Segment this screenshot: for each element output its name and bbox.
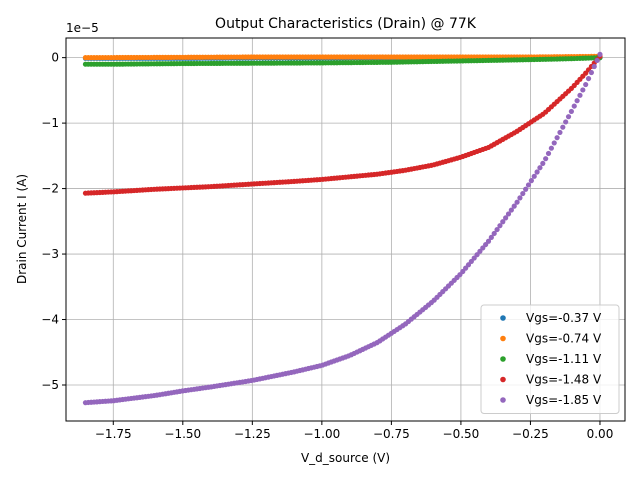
data-point (517, 195, 523, 201)
x-axis-label: V_d_source (V) (301, 451, 390, 465)
data-point (563, 119, 569, 125)
data-point (574, 98, 580, 104)
data-point (514, 199, 520, 205)
data-point (571, 103, 577, 109)
data-point (545, 150, 552, 157)
data-point (565, 114, 572, 120)
legend-label: Vgs=-1.11 V (526, 352, 602, 366)
x-tick-label: −0.25 (512, 427, 549, 441)
chart-title: Output Characteristics (Drain) @ 77K (215, 16, 477, 32)
legend-items: Vgs=-0.37 V Vgs=-0.74 V Vgs=-1.11 V Vgs=-1.… (500, 311, 602, 407)
data-point (583, 81, 589, 88)
x-tick-label: 0.00 (587, 427, 614, 441)
y-tick-label: 0 (51, 51, 59, 65)
data-point (508, 207, 514, 213)
legend-marker (500, 376, 506, 383)
data-point (580, 87, 586, 93)
data-point (548, 145, 554, 151)
x-tick-label: −1.00 (303, 427, 340, 441)
x-tick-label: −1.75 (95, 427, 132, 441)
data-point (488, 234, 494, 240)
y-tick-label: −1 (41, 116, 59, 130)
data-point (568, 108, 574, 115)
data-point (500, 219, 506, 225)
data-point (540, 160, 546, 167)
x-tick-label: −1.50 (164, 427, 201, 441)
data-point (494, 226, 500, 233)
y-tick-label: −4 (41, 313, 59, 327)
legend-label: Vgs=-0.37 V (526, 311, 602, 325)
data-point (497, 223, 503, 229)
data-point (597, 51, 603, 57)
x-axis-ticks: −1.75 −1.50 −1.25 −1.00 −0.75 −0.50 −0.25 0.00 (95, 421, 613, 441)
data-point (491, 230, 497, 237)
data-point (528, 178, 534, 184)
data-point (525, 182, 532, 188)
legend-marker (500, 356, 506, 362)
data-point (503, 215, 509, 221)
y-tick-label: −2 (41, 182, 59, 196)
data-point (591, 63, 597, 70)
data-point (557, 129, 563, 136)
data-point (523, 186, 529, 192)
y-tick-label: −3 (41, 247, 59, 261)
legend-label: Vgs=-1.48 V (526, 373, 602, 387)
x-tick-label: −0.75 (373, 427, 410, 441)
series-group (82, 53, 603, 196)
x-tick-label: −0.50 (443, 427, 480, 441)
data-point (594, 57, 600, 64)
data-point (531, 173, 537, 179)
x-tick-label: −1.25 (234, 427, 271, 441)
data-point (554, 135, 560, 141)
data-point (505, 211, 512, 217)
y-tick-label: −5 (41, 378, 59, 392)
data-point (577, 92, 583, 98)
legend-marker (500, 315, 506, 321)
axes-frame (65, 37, 626, 422)
legend-label: Vgs=-0.74 V (526, 332, 602, 346)
series-group (82, 51, 603, 406)
data-point (588, 69, 594, 76)
y-axis-label: Drain Current I (A) (15, 174, 29, 284)
legend: Vgs=-0.37 V Vgs=-0.74 V Vgs=-1.11 V Vgs=-1.… (480, 304, 620, 414)
data-point (560, 124, 566, 130)
data-point (551, 140, 557, 146)
series-layer (82, 51, 603, 406)
data-point (585, 75, 592, 82)
data-point (537, 165, 543, 171)
data-point (543, 156, 549, 162)
legend-label: Vgs=-1.85 V (526, 393, 602, 407)
legend-marker (500, 397, 506, 403)
legend-marker (500, 335, 506, 342)
legend-box (480, 304, 620, 414)
series-group (82, 55, 603, 67)
y-axis-offset-label: 1e−5 (66, 21, 99, 35)
data-point (520, 190, 526, 197)
data-point (511, 203, 517, 209)
y-axis-ticks: 0 −1 −2 −3 −4 −5 (41, 51, 66, 392)
data-point (534, 169, 540, 175)
data-point (485, 238, 492, 244)
